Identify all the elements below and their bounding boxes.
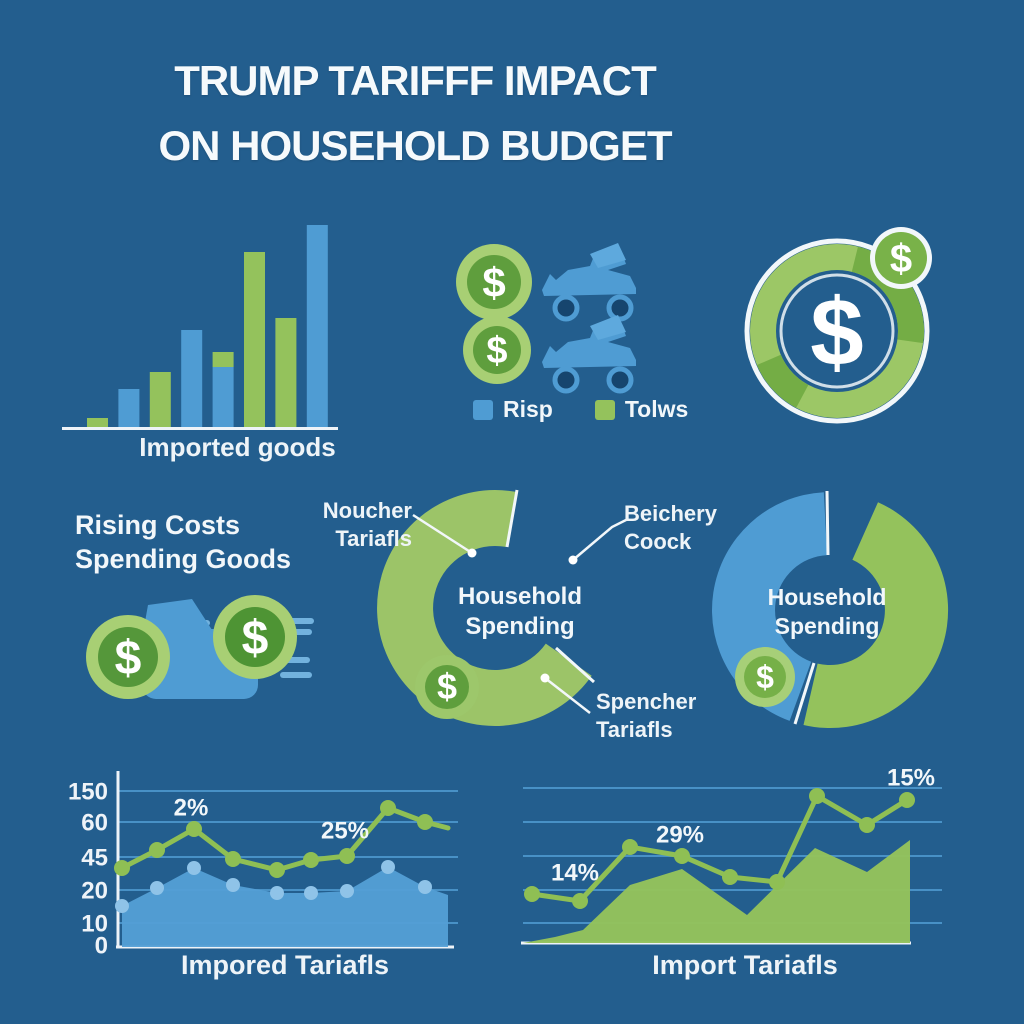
svg-text:20: 20 — [81, 877, 108, 904]
badge-inner-circle — [779, 273, 895, 389]
dollar-symbol: $ — [890, 237, 912, 281]
dollar-symbol: $ — [756, 659, 774, 695]
cart-icon-top — [542, 243, 636, 319]
callout-dot — [467, 548, 477, 558]
dollar-symbol: $ — [437, 666, 457, 707]
dollar-coin-icon: $ — [463, 316, 531, 384]
title-line-1: TRUMP TARIFFF IMPACT — [174, 57, 657, 104]
cart-icon-bottom — [542, 315, 636, 391]
bar-chart-caption: Imported goods — [139, 432, 336, 462]
legend-swatch-green — [594, 399, 615, 420]
badge-ring-dark-segment — [756, 354, 809, 408]
dollar-coin-icon: $ — [213, 595, 297, 679]
dollar-coin-icon: $ — [415, 655, 479, 719]
donut-center-line-2: Spending — [465, 613, 575, 640]
donut-cut-line — [554, 646, 596, 684]
dollar-coin-icon: $ — [86, 615, 170, 699]
badge-outer-circle — [744, 238, 930, 424]
car-roof — [143, 599, 214, 633]
heading-line-1: Rising Costs — [75, 510, 241, 540]
svg-text:10: 10 — [81, 910, 108, 937]
title-line-2: ON HOUSEHOLD BUDGET — [158, 122, 672, 169]
dollar-symbol: $ — [482, 259, 505, 306]
legend-label: Risp — [503, 396, 553, 422]
import-tariafls-chart: 14% 29% 15% — [521, 764, 942, 945]
donut-center-line-1: Household — [458, 583, 582, 610]
household-spending-two-tone-donut: $ — [712, 490, 949, 729]
dollar-symbol: $ — [242, 612, 269, 665]
badge-ring-dark-segment — [851, 246, 925, 344]
svg-text:25%: 25% — [321, 817, 369, 844]
dollar-symbol: $ — [486, 330, 507, 372]
callout-top-right: Beichery Coock — [624, 501, 717, 554]
callout-bottom-right: Spencher Tariafls — [596, 689, 697, 742]
callout-top-left: Noucher Tariafls — [322, 498, 412, 551]
dollar-symbol: $ — [810, 279, 863, 386]
legend: Risp Tolws — [473, 396, 688, 423]
legend-item-risp: Risp — [473, 396, 553, 423]
imported-goods-bar-chart — [62, 225, 338, 430]
page-title: TRUMP TARIFFF IMPACT ON HOUSEHOLD BUDGET — [95, 48, 735, 178]
dollar-coin-icon: $ — [735, 647, 795, 707]
svg-text:2%: 2% — [174, 794, 209, 821]
dollar-coin-icon: $ — [456, 244, 532, 320]
svg-text:45: 45 — [81, 844, 108, 871]
svg-text:60: 60 — [81, 809, 108, 836]
coins-and-carts-illustration: $ $ — [456, 222, 680, 394]
svg-text:150: 150 — [68, 778, 108, 805]
svg-text:15%: 15% — [887, 764, 935, 791]
donut-gap-line — [825, 490, 830, 556]
svg-text:0: 0 — [95, 932, 108, 959]
household-spending-donut: $ — [377, 489, 629, 727]
donut-green-segment — [803, 502, 949, 729]
heading-line-2: Spending Goods — [75, 544, 291, 574]
callout-dot — [568, 555, 578, 565]
chart-caption: Impored Tariafls — [180, 950, 390, 980]
dollar-symbol: $ — [115, 632, 142, 685]
car-with-coins-illustration: $ $ — [86, 595, 314, 699]
impored-tariafls-chart: 150 60 45 20 100 2% 25% — [68, 771, 458, 959]
dollar-coin-icon: $ — [870, 227, 932, 289]
svg-text:14%: 14% — [551, 859, 599, 886]
speed-line — [280, 672, 312, 678]
svg-text:29%: 29% — [656, 821, 704, 848]
callout-lines — [412, 513, 629, 714]
legend-swatch-blue — [473, 399, 493, 420]
callout-dot — [540, 673, 550, 683]
dollar-ring-badge: $ $ — [744, 227, 932, 424]
donut-gap-line — [793, 662, 816, 725]
donut-cut-line — [505, 489, 519, 548]
legend-item-tolws: Tolws — [594, 396, 689, 423]
donut-center-label: Household Spending — [440, 582, 600, 642]
section-heading: Rising Costs Spending Goods — [75, 508, 291, 576]
donut-center-label: Household Spending — [767, 584, 887, 639]
chart-caption: Import Tariafls — [652, 950, 838, 980]
legend-label: Tolws — [624, 396, 689, 422]
